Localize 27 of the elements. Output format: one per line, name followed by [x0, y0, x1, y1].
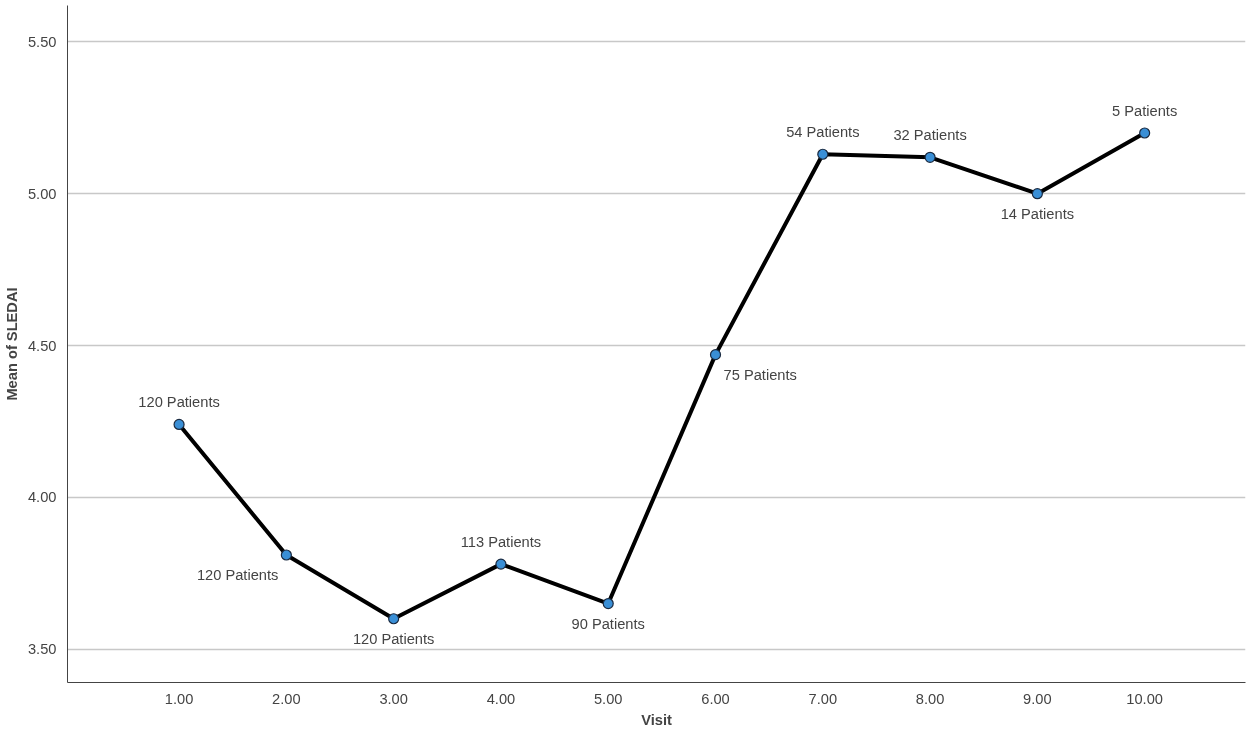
x-tick-label: 9.00: [1023, 690, 1052, 707]
x-tick-label: 3.00: [379, 690, 408, 707]
annotation: 32 Patients: [893, 127, 967, 144]
annotation: 113 Patients: [460, 534, 542, 551]
y-tick-label: 4.50: [27, 337, 57, 354]
x-tick-label: 6.00: [701, 690, 730, 707]
y-tick-label: 5.00: [27, 185, 57, 202]
annotation: 54 Patients: [786, 124, 860, 141]
annotation: 14 Patients: [1000, 205, 1075, 222]
x-tick-label: 5.00: [593, 690, 623, 707]
annotation: 120 Patients: [196, 566, 279, 583]
y-tick-label: 5.50: [27, 33, 57, 50]
x-tick-label: 2.00: [272, 690, 301, 707]
y-tick-label: 3.50: [27, 641, 57, 658]
annotation: 120 Patients: [138, 394, 220, 411]
x-tick-label: 1.00: [164, 690, 194, 707]
y-axis-title: Mean of SLEDAI: [3, 287, 20, 401]
annotation: 5 Patients: [1112, 103, 1178, 120]
x-axis-title: Visit: [641, 711, 672, 728]
annotation: 120 Patients: [352, 630, 435, 647]
x-tick-label: 7.00: [808, 690, 838, 707]
annotation: 90 Patients: [571, 615, 645, 632]
y-tick-label: 4.00: [27, 489, 57, 506]
annotation: 75 Patients: [723, 366, 797, 383]
x-tick-label: 8.00: [915, 690, 945, 707]
x-tick-label: 4.00: [486, 690, 516, 707]
x-tick-label: 10.00: [1126, 690, 1163, 707]
